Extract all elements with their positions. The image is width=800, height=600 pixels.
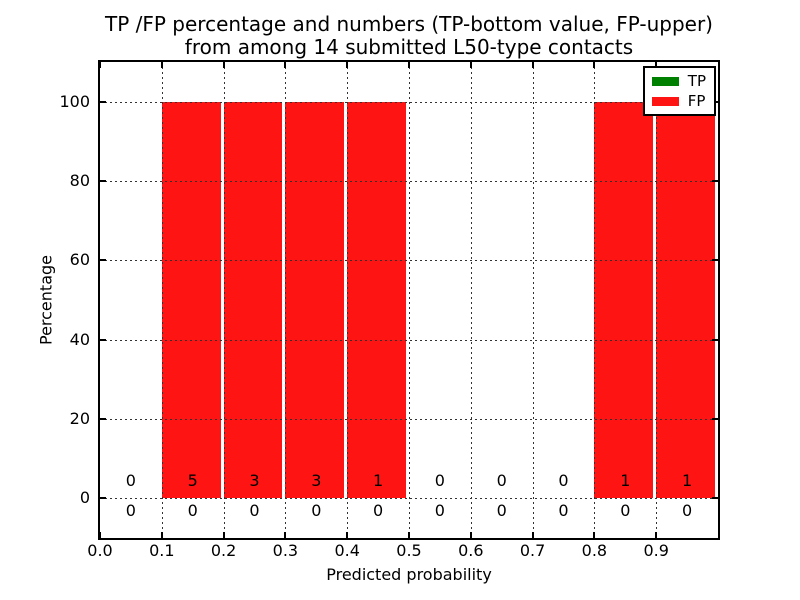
x-tick-label: 0.4	[334, 541, 360, 560]
fp-bar	[285, 101, 345, 499]
fp-bar	[223, 101, 283, 499]
x-tick-label: 0.5	[396, 541, 422, 560]
tp-count-label: 0	[558, 501, 569, 521]
v-gridline	[656, 62, 658, 538]
tp-count-label: 0	[620, 501, 631, 521]
v-gridline	[161, 62, 163, 538]
fp-count-label: 3	[311, 471, 322, 491]
v-gridline	[223, 62, 225, 538]
y-tick-label: 0	[79, 488, 90, 508]
tp-count-label: 0	[681, 501, 693, 521]
x-tick-mark-top	[655, 62, 658, 68]
fp-bar	[656, 101, 715, 499]
tp-count-label: 0	[434, 501, 445, 521]
v-gridline	[470, 62, 472, 538]
x-tick-label: 0.0	[87, 541, 113, 560]
tp-count-label: 0	[249, 501, 260, 521]
y-tick-mark	[100, 497, 106, 500]
tp-count-label: 0	[187, 501, 198, 521]
x-tick-label: 0.3	[272, 541, 299, 560]
y-tick-mark-right	[712, 259, 718, 262]
x-tick-mark	[222, 532, 225, 538]
v-gridline	[594, 62, 596, 538]
x-tick-mark-top	[222, 62, 225, 68]
fp-bar	[347, 101, 406, 499]
x-tick-label: 0.6	[458, 541, 484, 560]
x-tick-mark	[408, 532, 410, 538]
y-tick-label: 40	[69, 329, 90, 349]
fp-count-label: 1	[620, 471, 631, 491]
tp-count-label: 0	[372, 501, 384, 521]
y-tick-label: 60	[69, 250, 90, 270]
fp-count-label: 0	[496, 471, 507, 491]
x-tick-mark	[655, 532, 658, 538]
x-tick-mark-top	[408, 62, 410, 68]
tp-count-label: 0	[496, 501, 507, 521]
legend-label-fp: FP	[687, 92, 706, 110]
fp-count-label: 1	[681, 471, 693, 491]
x-tick-mark-top	[99, 62, 101, 68]
x-tick-mark-top	[284, 62, 287, 68]
x-tick-mark-top	[469, 62, 472, 68]
x-tick-label: 0.7	[519, 541, 546, 560]
chart-title-line2: from among 14 submitted L50-type contact…	[184, 35, 634, 59]
fp-bar	[161, 101, 221, 499]
fp-count-label: 0	[125, 471, 136, 491]
y-tick-mark-right	[712, 338, 718, 341]
x-tick-mark	[160, 532, 163, 538]
x-tick-mark	[346, 532, 349, 538]
v-gridline	[285, 62, 287, 538]
x-tick-mark	[469, 532, 472, 538]
fp-count-label: 0	[558, 471, 569, 491]
y-tick-label: 20	[69, 409, 90, 428]
fp-count-label: 0	[434, 471, 445, 491]
x-tick-mark-top	[346, 62, 349, 68]
x-tick-label: 0.1	[149, 541, 175, 560]
v-gridline	[532, 62, 534, 538]
x-tick-label: 0.9	[643, 541, 669, 560]
fp-count-label: 1	[372, 471, 384, 491]
y-tick-mark	[100, 100, 106, 103]
y-tick-label: 80	[69, 171, 90, 190]
y-tick-mark-right	[712, 180, 718, 182]
y-tick-label: 100	[59, 91, 90, 111]
x-tick-mark	[99, 532, 101, 538]
x-tick-label: 0.8	[581, 541, 608, 560]
chart-title-line1: TP /FP percentage and numbers (TP-bottom…	[105, 12, 713, 36]
x-tick-mark	[531, 532, 534, 538]
y-tick-mark	[100, 259, 106, 262]
plot-area: TP FP 0 0 0 0 0 0 0 0 0 0 0 5 3 3 1 0 0 0 1 1	[98, 60, 720, 540]
fp-count-label: 3	[249, 471, 260, 491]
tp-count-label: 0	[125, 501, 136, 521]
x-tick-mark	[593, 532, 596, 538]
tp-legend-swatch	[651, 76, 679, 86]
y-tick-mark	[100, 418, 106, 420]
legend-row-tp: TP	[651, 72, 706, 90]
chart-title: TP /FP percentage and numbers (TP-bottom…	[100, 13, 718, 59]
x-tick-mark-top	[531, 62, 534, 68]
y-tick-mark	[100, 338, 106, 341]
fp-bar	[594, 101, 654, 499]
legend: TP FP	[642, 66, 716, 116]
x-tick-mark	[284, 532, 287, 538]
v-gridline	[347, 62, 349, 538]
x-tick-label: 0.2	[210, 541, 237, 560]
y-tick-mark	[100, 180, 106, 182]
tp-count-label: 0	[311, 501, 322, 521]
v-gridline	[409, 62, 410, 538]
y-tick-mark-right	[712, 497, 718, 500]
legend-label-tp: TP	[687, 72, 706, 90]
fp-legend-swatch	[651, 96, 679, 106]
x-tick-mark-top	[160, 62, 163, 68]
x-tick-mark-top	[593, 62, 596, 68]
legend-row-fp: FP	[651, 92, 706, 110]
fp-count-label: 5	[187, 471, 198, 491]
y-tick-mark-right	[712, 418, 718, 420]
x-axis-label: Predicted probability	[326, 565, 492, 584]
